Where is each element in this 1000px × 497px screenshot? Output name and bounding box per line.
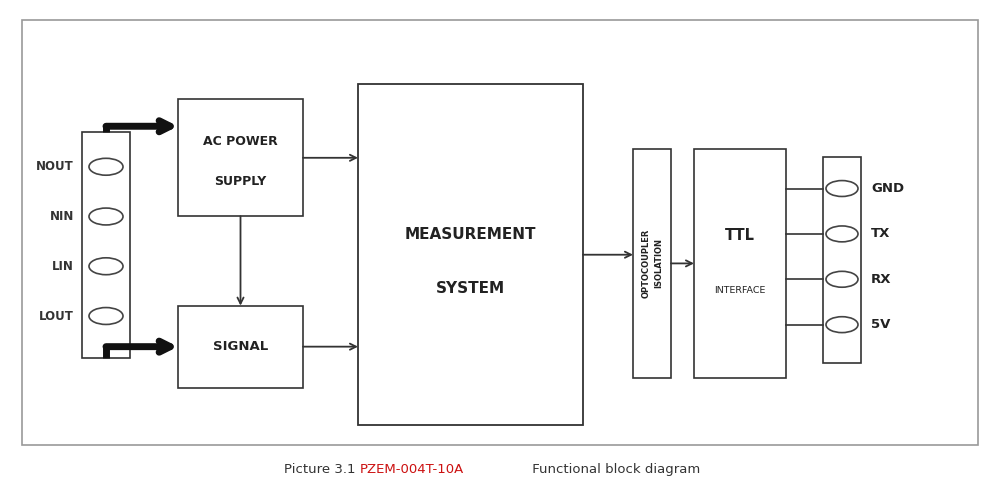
FancyBboxPatch shape <box>694 149 786 378</box>
Text: MEASUREMENT: MEASUREMENT <box>405 227 536 242</box>
Text: SYSTEM: SYSTEM <box>436 281 505 296</box>
Text: LOUT: LOUT <box>39 310 74 323</box>
Circle shape <box>826 317 858 332</box>
FancyBboxPatch shape <box>178 99 303 216</box>
FancyBboxPatch shape <box>358 84 583 425</box>
Text: INTERFACE: INTERFACE <box>714 286 766 295</box>
Circle shape <box>826 180 858 196</box>
Text: SIGNAL: SIGNAL <box>213 340 268 353</box>
Circle shape <box>826 226 858 242</box>
Text: NOUT: NOUT <box>36 160 74 173</box>
Text: GND: GND <box>871 182 904 195</box>
Text: AC POWER: AC POWER <box>203 135 278 148</box>
Text: PZEM-004T-10A: PZEM-004T-10A <box>360 463 464 476</box>
Text: Picture 3.1: Picture 3.1 <box>284 463 355 476</box>
Circle shape <box>89 258 123 275</box>
Circle shape <box>89 208 123 225</box>
Text: SUPPLY: SUPPLY <box>214 174 267 188</box>
Circle shape <box>89 159 123 175</box>
FancyBboxPatch shape <box>82 132 130 358</box>
Text: OPTOCOUPLER
ISOLATION: OPTOCOUPLER ISOLATION <box>641 229 663 298</box>
Text: RX: RX <box>871 273 892 286</box>
FancyBboxPatch shape <box>22 20 978 445</box>
Text: LIN: LIN <box>52 260 74 273</box>
Text: TX: TX <box>871 228 890 241</box>
Text: Functional block diagram: Functional block diagram <box>528 463 700 476</box>
FancyBboxPatch shape <box>633 149 671 378</box>
FancyBboxPatch shape <box>823 157 861 363</box>
Circle shape <box>89 308 123 325</box>
Text: NIN: NIN <box>50 210 74 223</box>
Text: 5V: 5V <box>871 318 890 331</box>
Circle shape <box>826 271 858 287</box>
Text: TTL: TTL <box>725 229 755 244</box>
FancyBboxPatch shape <box>178 306 303 388</box>
